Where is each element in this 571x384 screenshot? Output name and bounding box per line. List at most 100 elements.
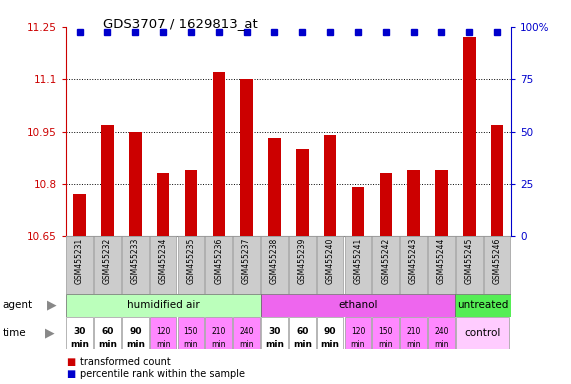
Text: 120: 120 xyxy=(156,327,170,336)
Text: 60: 60 xyxy=(101,327,114,336)
Text: GSM455241: GSM455241 xyxy=(353,238,363,284)
Bar xyxy=(317,317,344,349)
Text: 30: 30 xyxy=(74,327,86,336)
Text: GDS3707 / 1629813_at: GDS3707 / 1629813_at xyxy=(103,17,258,30)
Text: min: min xyxy=(126,340,145,349)
Bar xyxy=(178,317,204,349)
Text: agent: agent xyxy=(3,300,33,310)
Bar xyxy=(372,236,399,294)
Text: min: min xyxy=(379,340,393,349)
Bar xyxy=(463,37,476,236)
Text: GSM455246: GSM455246 xyxy=(493,238,502,284)
Bar xyxy=(129,132,142,236)
Bar xyxy=(212,72,225,236)
Text: ■: ■ xyxy=(66,369,75,379)
Text: humidified air: humidified air xyxy=(127,300,199,310)
Text: GSM455233: GSM455233 xyxy=(131,238,140,284)
Bar xyxy=(289,317,316,349)
Text: GSM455243: GSM455243 xyxy=(409,238,418,284)
Bar xyxy=(400,317,427,349)
Text: transformed count: transformed count xyxy=(80,357,171,367)
Bar xyxy=(157,173,170,236)
Bar xyxy=(344,317,371,349)
Text: percentile rank within the sample: percentile rank within the sample xyxy=(80,369,245,379)
Bar xyxy=(150,317,176,349)
Text: GSM455235: GSM455235 xyxy=(186,238,195,284)
Text: 90: 90 xyxy=(324,327,336,336)
Bar xyxy=(66,294,260,317)
Text: untreated: untreated xyxy=(457,300,509,310)
Bar xyxy=(324,135,336,236)
Bar xyxy=(380,173,392,236)
Text: GSM455242: GSM455242 xyxy=(381,238,391,284)
Text: min: min xyxy=(351,340,365,349)
Bar xyxy=(73,194,86,236)
Bar xyxy=(233,236,260,294)
Bar xyxy=(484,236,510,294)
Text: GSM455234: GSM455234 xyxy=(159,238,168,284)
Text: min: min xyxy=(98,340,117,349)
Text: 120: 120 xyxy=(351,327,365,336)
Bar xyxy=(407,170,420,236)
Text: 210: 210 xyxy=(212,327,226,336)
Bar xyxy=(372,317,399,349)
Bar xyxy=(261,236,288,294)
Bar xyxy=(352,187,364,236)
Bar xyxy=(178,236,204,294)
Text: GSM455238: GSM455238 xyxy=(270,238,279,284)
Bar xyxy=(206,236,232,294)
Text: GSM455236: GSM455236 xyxy=(214,238,223,284)
Bar xyxy=(101,124,114,236)
Text: 60: 60 xyxy=(296,327,308,336)
Text: 240: 240 xyxy=(434,327,449,336)
Text: min: min xyxy=(156,340,170,349)
Text: GSM455232: GSM455232 xyxy=(103,238,112,284)
Bar xyxy=(456,317,509,349)
Text: ▶: ▶ xyxy=(45,326,54,339)
Text: ▶: ▶ xyxy=(47,299,57,312)
Text: min: min xyxy=(70,340,89,349)
Bar xyxy=(122,236,148,294)
Text: 210: 210 xyxy=(407,327,421,336)
Text: GSM455231: GSM455231 xyxy=(75,238,84,284)
Bar xyxy=(289,236,316,294)
Text: 30: 30 xyxy=(268,327,280,336)
Bar xyxy=(66,236,93,294)
Text: time: time xyxy=(3,328,26,338)
Text: min: min xyxy=(265,340,284,349)
Bar xyxy=(456,236,482,294)
Bar xyxy=(150,236,176,294)
Bar xyxy=(184,170,197,236)
Bar xyxy=(94,317,121,349)
Bar xyxy=(94,236,121,294)
Text: 150: 150 xyxy=(184,327,198,336)
Text: 90: 90 xyxy=(129,327,142,336)
Text: GSM455239: GSM455239 xyxy=(297,238,307,284)
Text: min: min xyxy=(239,340,254,349)
Bar xyxy=(400,236,427,294)
Text: min: min xyxy=(184,340,198,349)
Bar xyxy=(240,79,253,236)
Text: min: min xyxy=(407,340,421,349)
Bar xyxy=(456,294,511,317)
Text: 150: 150 xyxy=(379,327,393,336)
Bar xyxy=(317,236,344,294)
Bar xyxy=(428,317,455,349)
Bar xyxy=(261,317,288,349)
Text: GSM455237: GSM455237 xyxy=(242,238,251,284)
Text: min: min xyxy=(293,340,312,349)
Text: 240: 240 xyxy=(239,327,254,336)
Bar xyxy=(233,317,260,349)
Bar xyxy=(260,294,456,317)
Text: GSM455240: GSM455240 xyxy=(325,238,335,284)
Bar xyxy=(435,170,448,236)
Text: control: control xyxy=(464,328,501,338)
Text: GSM455245: GSM455245 xyxy=(465,238,474,284)
Text: ■: ■ xyxy=(66,357,75,367)
Bar xyxy=(428,236,455,294)
Text: min: min xyxy=(434,340,449,349)
Bar xyxy=(268,139,281,236)
Bar xyxy=(296,149,308,236)
Bar xyxy=(66,317,93,349)
Bar xyxy=(122,317,148,349)
